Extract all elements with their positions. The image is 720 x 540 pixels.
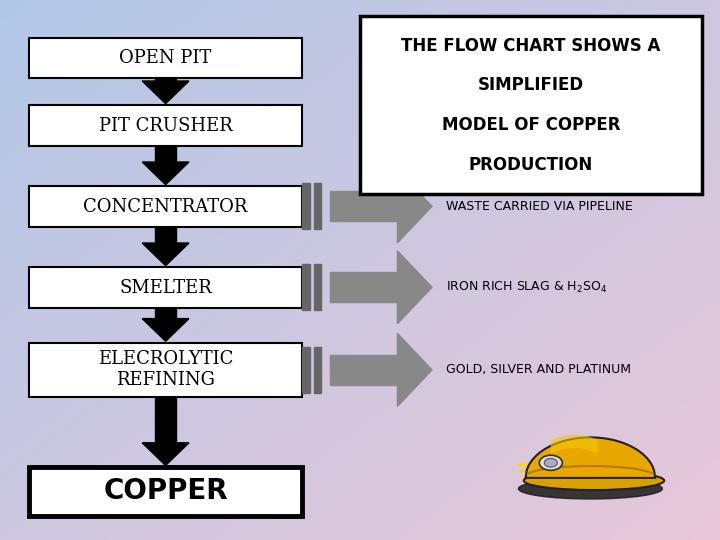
Ellipse shape — [518, 478, 662, 499]
Ellipse shape — [544, 458, 557, 467]
Text: THE FLOW CHART SHOWS A: THE FLOW CHART SHOWS A — [401, 37, 661, 55]
FancyBboxPatch shape — [29, 267, 302, 308]
Polygon shape — [526, 437, 655, 478]
Text: MODEL OF COPPER: MODEL OF COPPER — [442, 116, 620, 134]
Text: SIMPLIFIED: SIMPLIFIED — [478, 77, 584, 94]
Bar — [155, 78, 176, 81]
Bar — [302, 264, 310, 310]
FancyBboxPatch shape — [29, 343, 302, 397]
Bar — [314, 264, 321, 310]
Text: SMELTER: SMELTER — [120, 279, 212, 296]
Bar — [155, 227, 176, 243]
Bar — [302, 184, 310, 229]
Bar — [155, 308, 176, 319]
Text: ELECROLYTIC
REFINING: ELECROLYTIC REFINING — [98, 350, 233, 389]
Bar — [314, 347, 321, 393]
FancyBboxPatch shape — [29, 38, 302, 78]
FancyBboxPatch shape — [29, 186, 302, 227]
Text: PIT CRUSHER: PIT CRUSHER — [99, 117, 233, 134]
Polygon shape — [143, 243, 189, 266]
Ellipse shape — [523, 471, 665, 490]
Polygon shape — [397, 333, 432, 407]
Bar — [155, 397, 176, 443]
Bar — [155, 146, 176, 162]
Polygon shape — [143, 81, 189, 104]
Text: GOLD, SILVER AND PLATINUM: GOLD, SILVER AND PLATINUM — [446, 363, 631, 376]
Bar — [314, 184, 321, 229]
Polygon shape — [143, 319, 189, 341]
Bar — [330, 355, 397, 384]
Text: COPPER: COPPER — [103, 477, 228, 505]
Text: CONCENTRATOR: CONCENTRATOR — [84, 198, 248, 215]
Text: OPEN PIT: OPEN PIT — [120, 49, 212, 67]
Ellipse shape — [539, 455, 562, 470]
Bar — [330, 272, 397, 302]
Text: WASTE CARRIED VIA PIPELINE: WASTE CARRIED VIA PIPELINE — [446, 200, 633, 213]
Text: IRON RICH SLAG & H$_2$SO$_4$: IRON RICH SLAG & H$_2$SO$_4$ — [446, 280, 608, 295]
Text: PRODUCTION: PRODUCTION — [469, 156, 593, 174]
Polygon shape — [551, 435, 598, 454]
FancyBboxPatch shape — [29, 467, 302, 516]
Bar — [330, 191, 397, 221]
FancyBboxPatch shape — [360, 16, 702, 194]
Bar — [302, 347, 310, 393]
Polygon shape — [397, 170, 432, 243]
Polygon shape — [143, 443, 189, 465]
Polygon shape — [397, 251, 432, 323]
Polygon shape — [143, 162, 189, 185]
FancyBboxPatch shape — [29, 105, 302, 146]
